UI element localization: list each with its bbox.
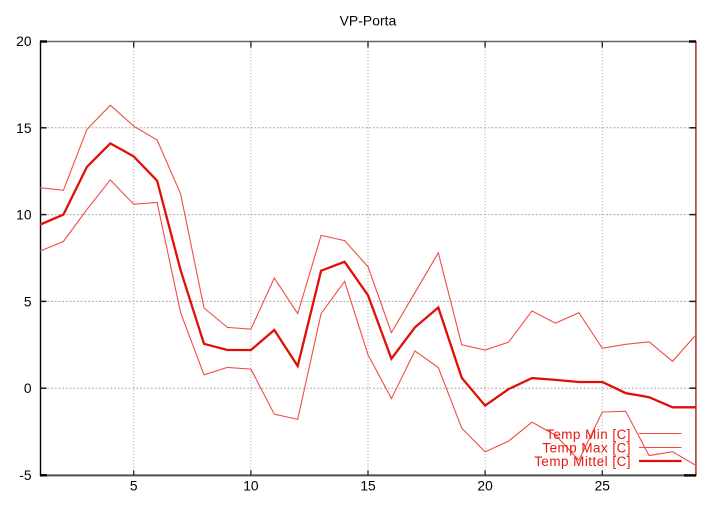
svg-text:15: 15 — [360, 479, 376, 494]
svg-text:20: 20 — [477, 479, 493, 494]
svg-text:VP-Porta: VP-Porta — [340, 14, 397, 29]
svg-text:-5: -5 — [19, 468, 32, 483]
svg-text:Temp Mittel [C]: Temp Mittel [C] — [534, 454, 631, 469]
svg-text:0: 0 — [24, 381, 32, 396]
svg-text:5: 5 — [24, 294, 32, 309]
svg-text:20: 20 — [16, 34, 32, 49]
svg-text:25: 25 — [595, 479, 611, 494]
svg-text:Temp Min [C]: Temp Min [C] — [546, 427, 631, 442]
svg-text:15: 15 — [16, 121, 32, 136]
svg-text:10: 10 — [16, 208, 32, 223]
svg-text:5: 5 — [130, 479, 138, 494]
svg-text:10: 10 — [243, 479, 259, 494]
svg-text:Temp Max [C]: Temp Max [C] — [542, 441, 631, 456]
